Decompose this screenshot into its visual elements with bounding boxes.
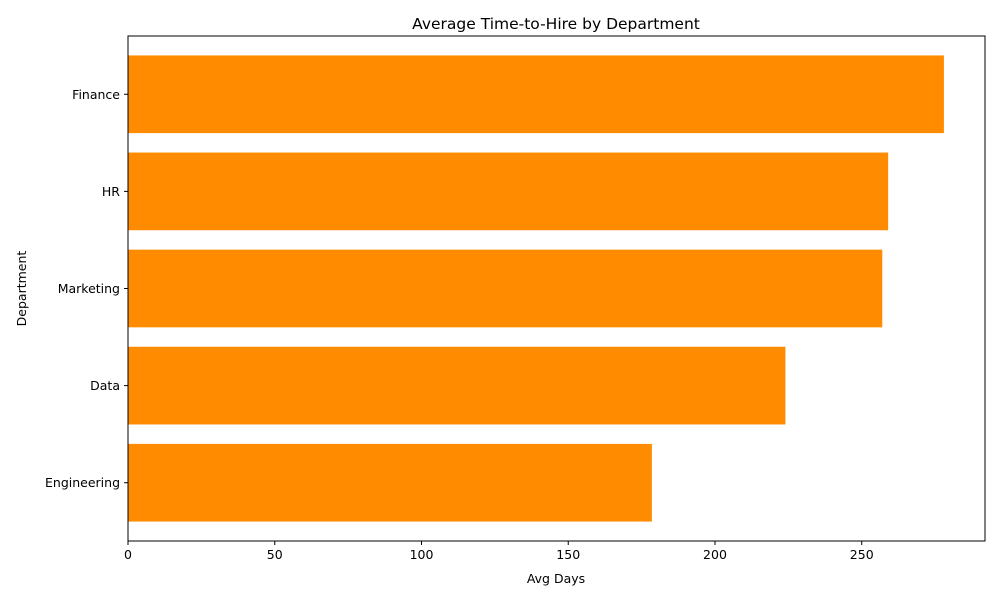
y-tick-label: HR: [102, 184, 120, 199]
x-tick-label: 200: [703, 547, 727, 562]
chart-title: Average Time-to-Hire by Department: [412, 15, 700, 33]
x-tick-label: 100: [410, 547, 434, 562]
x-axis-label: Avg Days: [527, 571, 585, 586]
x-tick-label: 250: [850, 547, 874, 562]
bars-layer: [128, 55, 944, 522]
x-tick-label: 0: [124, 547, 132, 562]
bar-marketing: [128, 249, 883, 328]
y-tick-label: Finance: [72, 87, 120, 102]
bar-hr: [128, 152, 889, 231]
x-tick-label: 150: [556, 547, 580, 562]
y-tick-label: Engineering: [45, 475, 120, 490]
x-axis-ticks: 0 50 100 150 200 250: [124, 541, 874, 562]
bar-engineering: [128, 443, 652, 522]
y-tick-label: Data: [90, 378, 120, 393]
x-tick-label: 50: [267, 547, 283, 562]
bar-finance: [128, 55, 944, 134]
y-axis-label: Department: [14, 251, 29, 327]
y-tick-label: Marketing: [58, 281, 120, 296]
bar-data: [128, 346, 786, 425]
y-axis-ticks: Engineering Data Marketing HR Finance: [45, 87, 128, 490]
